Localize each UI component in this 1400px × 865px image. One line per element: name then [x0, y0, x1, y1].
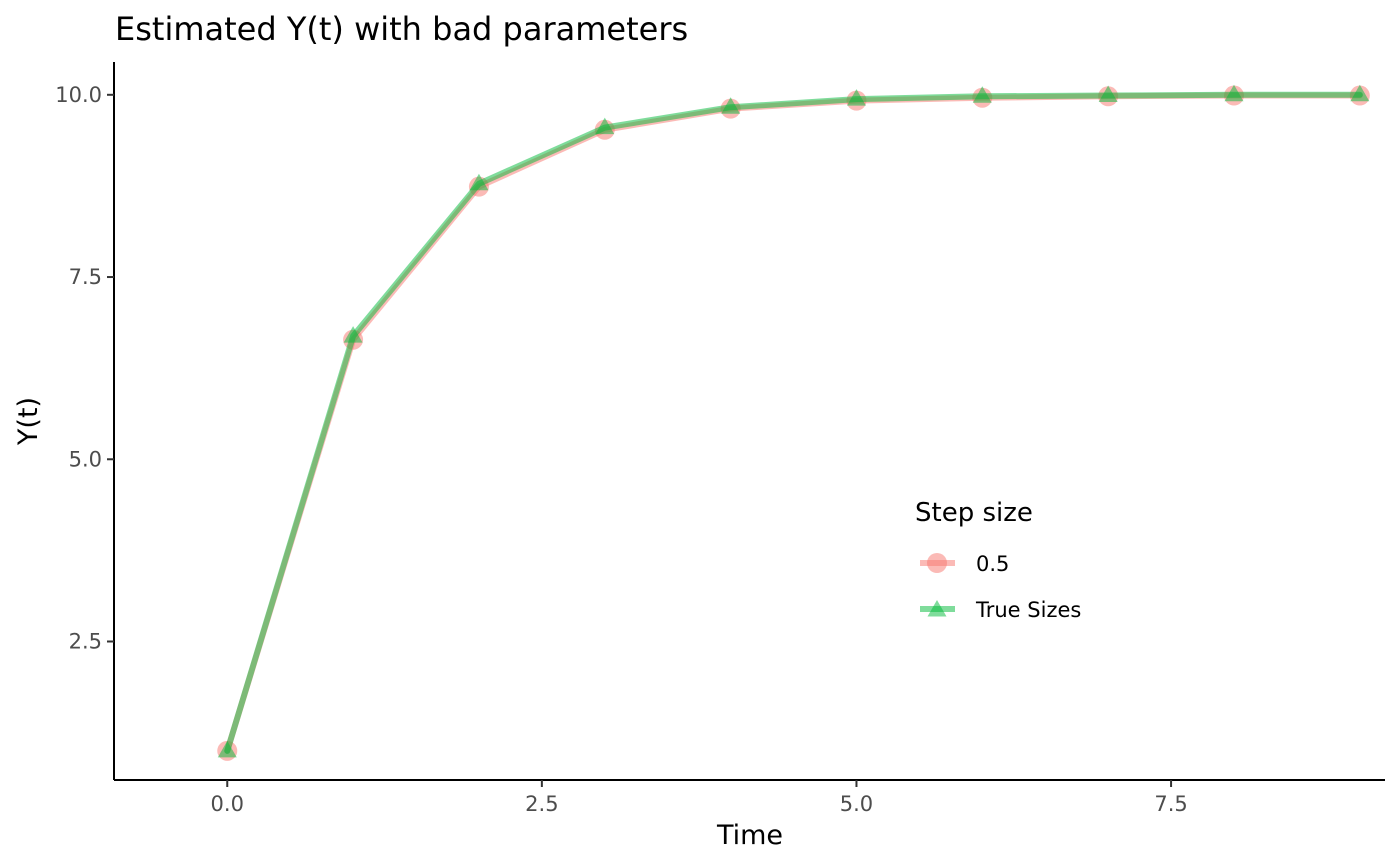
y-tick-label: 5.0 [69, 447, 102, 471]
chart-title: Estimated Y(t) with bad parameters [115, 10, 688, 48]
x-axis-title: Time [716, 820, 783, 851]
data-point [343, 326, 363, 343]
y-tick-label: 7.5 [69, 265, 102, 289]
x-tick-label: 0.0 [211, 792, 244, 816]
y-axis-ticks: 2.5 5.0 7.5 10.0 [55, 83, 114, 654]
legend-title: Step size [915, 498, 1033, 528]
y-tick-label: 2.5 [69, 630, 102, 654]
data-point [846, 89, 866, 106]
data-point [721, 97, 741, 114]
legend-key-marker [927, 553, 947, 573]
y-axis-title: Y(t) [13, 397, 44, 446]
legend-label: 0.5 [976, 552, 1009, 576]
series-line [224, 91, 1363, 754]
data-point [972, 86, 992, 103]
data-point [595, 117, 615, 135]
legend-item[interactable]: 0.5 [920, 552, 1009, 576]
legend-label: True Sizes [975, 598, 1081, 622]
data-point [1350, 84, 1370, 102]
x-tick-label: 5.0 [840, 792, 873, 816]
data-point [217, 740, 237, 758]
data-point [469, 173, 489, 191]
legend-key-marker [927, 600, 947, 617]
legend-items: 0.5 True Sizes [920, 552, 1081, 622]
x-axis-ticks: 0.0 2.5 5.0 7.5 [211, 780, 1188, 816]
x-tick-label: 7.5 [1154, 792, 1187, 816]
legend-item[interactable]: True Sizes [920, 598, 1081, 622]
series-true-sizes [217, 84, 1370, 758]
x-tick-label: 2.5 [525, 792, 558, 816]
y-tick-label: 10.0 [55, 83, 102, 107]
data-point [1224, 84, 1244, 102]
legend[interactable]: Step size 0.5 True Sizes [915, 498, 1081, 622]
data-point [1098, 85, 1118, 103]
plot-area [217, 84, 1370, 761]
